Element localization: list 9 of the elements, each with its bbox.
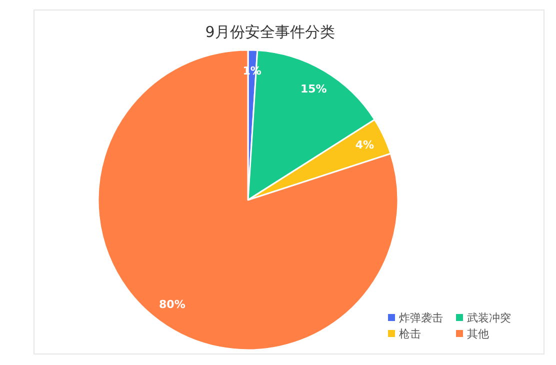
data-label: 80% xyxy=(159,298,186,311)
pie-slice xyxy=(97,49,399,351)
chart-title: 9月份安全事件分类 xyxy=(205,23,335,41)
legend-label: 其他 xyxy=(467,328,489,340)
data-label: 4% xyxy=(355,138,374,152)
legend-label: 枪击 xyxy=(399,328,421,340)
legend-label: 炸弹袭击 xyxy=(399,312,443,324)
data-label: 15% xyxy=(300,82,327,96)
legend-label: 武装冲突 xyxy=(467,312,511,324)
